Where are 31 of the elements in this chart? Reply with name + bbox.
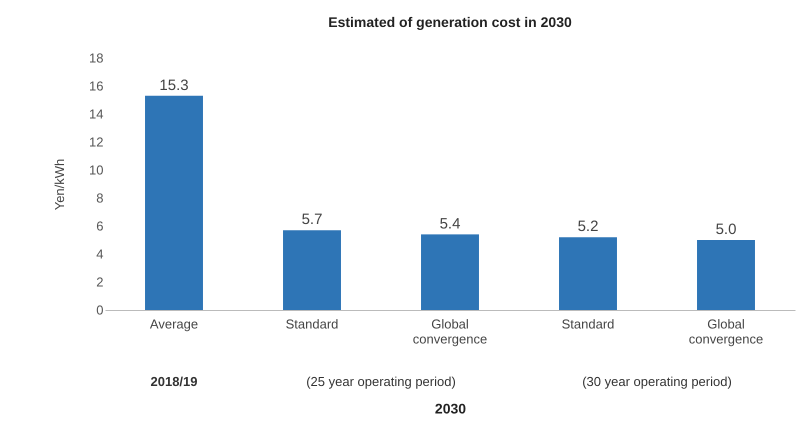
y-tick-label: 18 xyxy=(89,50,104,66)
data-label: 5.0 xyxy=(716,221,736,238)
y-axis-title: Yen/kWh xyxy=(52,158,68,210)
y-tick-label: 2 xyxy=(96,274,104,290)
data-label: 5.2 xyxy=(578,218,598,236)
x-tick-label: Standard xyxy=(286,316,338,332)
text: (30 year operating period) xyxy=(582,374,732,389)
y-tick-label: 0 xyxy=(96,302,104,318)
y-tick-label: 4 xyxy=(96,246,104,262)
bar xyxy=(283,230,341,310)
y-tick-label: 10 xyxy=(89,162,104,178)
chart-title: Estimated of generation cost in 2030 xyxy=(328,14,572,30)
y-tick-label: 6 xyxy=(96,218,104,234)
bar xyxy=(697,240,755,310)
x-tick-label: Average xyxy=(150,316,198,332)
bar xyxy=(559,237,617,310)
y-tick-label: 8 xyxy=(96,190,104,206)
data-label: 5.7 xyxy=(302,211,322,228)
x-tick-label: Global convergence xyxy=(688,316,764,346)
y-tick-label: 16 xyxy=(89,78,104,94)
x-tick-label: Standard xyxy=(562,316,614,332)
data-label: 15.3 xyxy=(159,76,189,94)
bar xyxy=(421,234,479,310)
bar xyxy=(145,96,203,310)
x-axis-title: 2030 xyxy=(434,400,466,416)
data-label: 5.4 xyxy=(440,215,460,232)
text: 2018/19 xyxy=(150,374,198,389)
text: (25 year operating period) xyxy=(306,374,456,389)
x-tick-label: Global convergence xyxy=(412,316,488,346)
y-tick-label: 14 xyxy=(89,106,104,122)
y-tick-label: 12 xyxy=(89,134,104,150)
